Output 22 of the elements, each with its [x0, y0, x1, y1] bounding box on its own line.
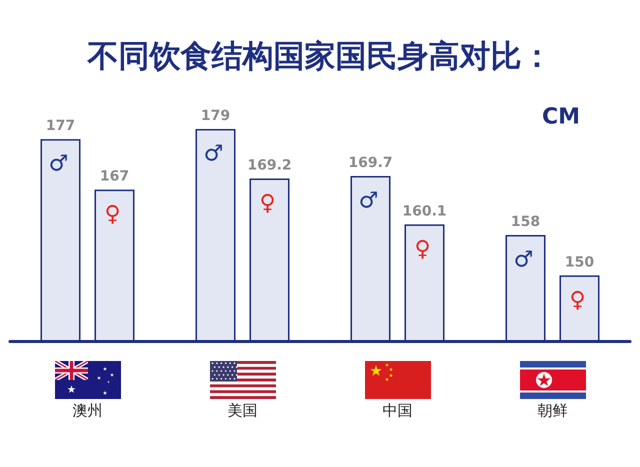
text: ♂ — [358, 188, 378, 214]
x-tick-label: 美国 — [228, 402, 258, 420]
y-axis-title: CM — [542, 104, 580, 130]
data-label: 177 — [46, 118, 76, 134]
data-label: 169.7 — [348, 154, 393, 171]
data-label: 167 — [100, 168, 130, 185]
series-label: ♂ — [204, 142, 224, 166]
text: ♂ — [514, 248, 534, 272]
text: ♀ — [414, 236, 431, 262]
x-tick-label: 中国 — [382, 402, 412, 420]
data-label: 150 — [564, 254, 594, 270]
text: ♂ — [48, 152, 68, 177]
x-tick-label: 朝鲜 — [538, 402, 568, 420]
x-tick-label: 澳州 — [72, 402, 102, 420]
series-label: ♀ — [104, 202, 121, 228]
chart-title: 不同饮食结构国家国民身高对比： — [86, 38, 552, 74]
data-label: 160.1 — [402, 203, 447, 220]
data-label: 158 — [510, 214, 540, 230]
text: ♀ — [259, 190, 276, 216]
text: ♀ — [569, 288, 586, 313]
data-label: 179 — [200, 108, 230, 124]
data-label: 169.2 — [247, 157, 292, 174]
